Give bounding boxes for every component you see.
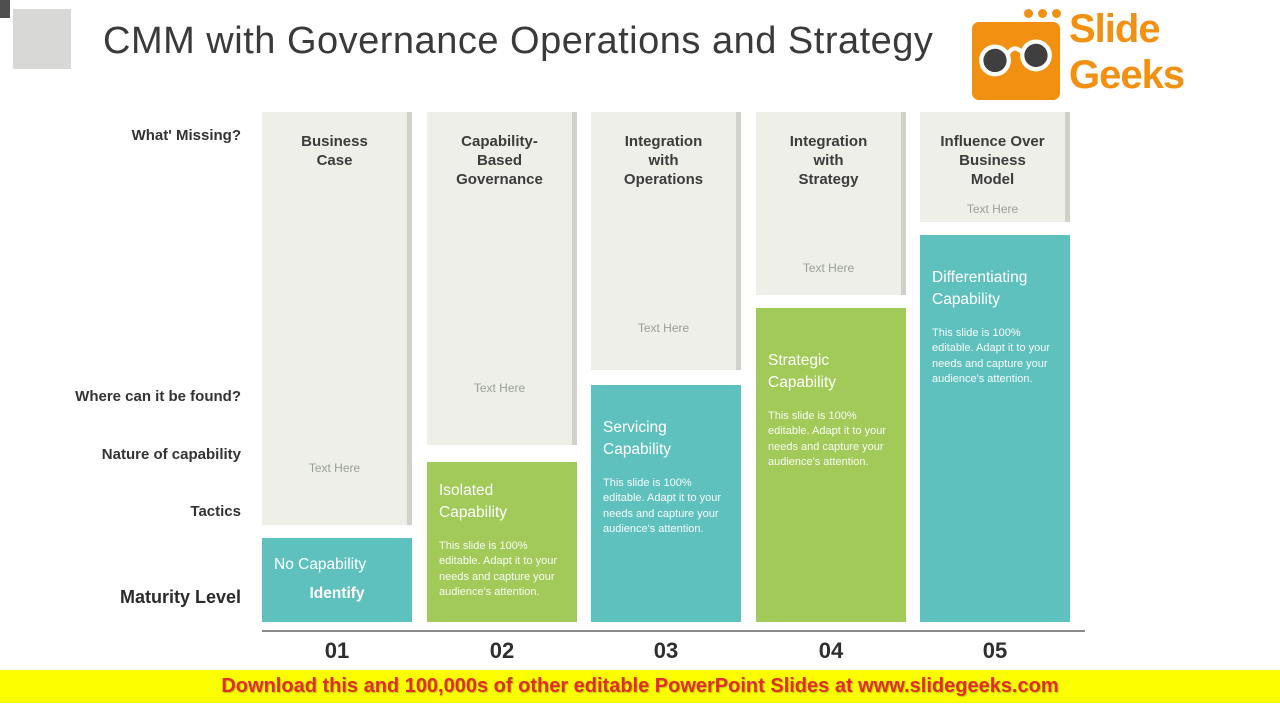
logo-text: Slide Geeks	[1069, 6, 1185, 98]
stage-placeholder: Text Here	[637, 321, 690, 335]
corner-notch	[0, 0, 10, 18]
capability-box-isolated-capability: Isolated Capability This slide is 100% e…	[427, 462, 577, 622]
axis-number-03: 03	[653, 638, 679, 663]
stage-title: Business Case	[301, 133, 368, 170]
stage-box-influence-over-business-model: Influence Over Business Model Text Here	[920, 112, 1070, 222]
row-label-maturity-level: Maturity Level	[119, 587, 241, 607]
capability-title: Strategic Capability	[768, 352, 837, 392]
corner-decoration-square	[13, 9, 71, 69]
stage-box-capability-based-governance: Capability- Based Governance Text Here	[427, 112, 577, 445]
axis-number-01: 01	[324, 638, 350, 663]
stage-box-integration-with-operations: Integration with Operations Text Here	[591, 112, 741, 370]
axis-number-02: 02	[489, 638, 515, 663]
capability-description: This slide is 100% editable. Adapt it to…	[439, 539, 558, 599]
stage-placeholder: Text Here	[966, 202, 1019, 216]
logo-word-slide: Slide	[1069, 7, 1161, 51]
capability-description: This slide is 100% editable. Adapt it to…	[932, 326, 1051, 386]
row-label-whats-missing: What' Missing?	[131, 127, 241, 144]
capability-title: Servicing Capability	[603, 419, 672, 459]
stage-title: Integration with Strategy	[789, 133, 868, 189]
capability-box-no-capability: No Capability Identify	[262, 538, 412, 622]
capability-description: This slide is 100% editable. Adapt it to…	[603, 476, 722, 536]
stage-placeholder: Text Here	[802, 261, 855, 275]
stage-title: Influence Over Business Model	[940, 133, 1045, 189]
capability-action: Identify	[309, 585, 365, 603]
stage-placeholder: Text Here	[473, 381, 526, 395]
capability-title: No Capability	[274, 556, 367, 573]
column-02: Capability- Based Governance Text Here I…	[427, 112, 577, 622]
row-label-nature-of-capability: Nature of capability	[101, 446, 241, 463]
axis-number-05: 05	[982, 638, 1008, 663]
capability-box-strategic-capability: Strategic Capability This slide is 100% …	[756, 308, 906, 622]
stage-placeholder: Text Here	[308, 461, 361, 475]
capability-box-servicing-capability: Servicing Capability This slide is 100% …	[591, 385, 741, 622]
column-05: Influence Over Business Model Text Here …	[920, 112, 1070, 622]
column-04: Integration with Strategy Text Here Stra…	[756, 112, 906, 622]
footer-banner: Download this and 100,000s of other edit…	[0, 670, 1280, 703]
column-03: Integration with Operations Text Here Se…	[591, 112, 741, 622]
slidegeeks-logo: Slide Geeks	[972, 4, 1185, 102]
capability-box-differentiating-capability: Differentiating Capability This slide is…	[920, 235, 1070, 622]
axis-number-04: 04	[818, 638, 844, 663]
maturity-axis	[262, 630, 1085, 632]
stage-title: Integration with Operations	[623, 133, 704, 189]
row-label-where-found: Where can it be found?	[75, 388, 241, 405]
stage-box-integration-with-strategy: Integration with Strategy Text Here	[756, 112, 906, 295]
logo-word-geeks: Geeks	[1069, 53, 1185, 97]
column-01: Business Case Text Here No Capability Id…	[262, 112, 412, 622]
logo-dots-icon	[1024, 9, 1061, 18]
footer-text: Download this and 100,000s of other edit…	[221, 675, 1059, 697]
stage-title: Capability- Based Governance	[456, 133, 543, 189]
capability-title: Differentiating Capability	[932, 269, 1028, 309]
slide-title: CMM with Governance Operations and Strat…	[103, 20, 934, 62]
glasses-icon	[979, 39, 1052, 77]
capability-title: Isolated Capability	[439, 482, 508, 522]
capability-description: This slide is 100% editable. Adapt it to…	[768, 409, 887, 469]
stage-box-business-case: Business Case Text Here	[262, 112, 412, 525]
row-label-tactics: Tactics	[190, 503, 241, 520]
